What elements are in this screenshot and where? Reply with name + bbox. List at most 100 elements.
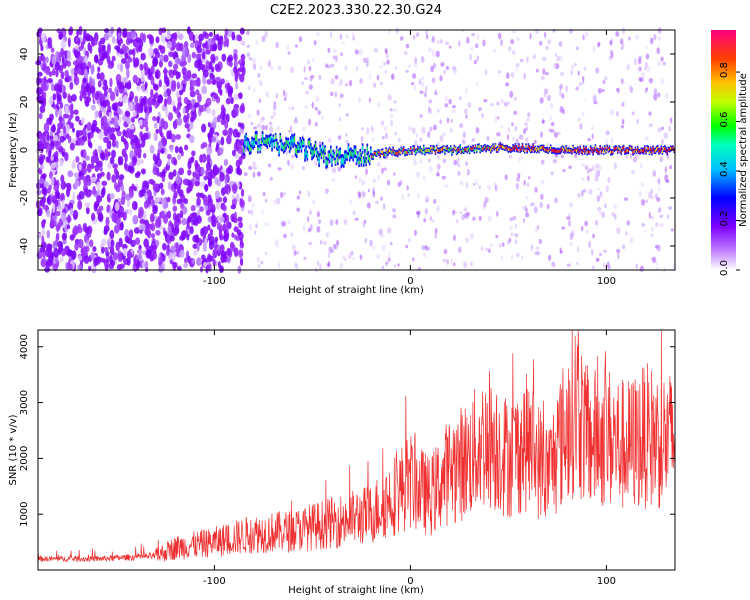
- spectrogram-ridge-core: [372, 155, 374, 159]
- spectrogram-cell: [261, 209, 264, 215]
- spectrogram-cell: [643, 66, 647, 71]
- spectrogram-cell: [369, 239, 373, 247]
- spectrogram-cell: [59, 159, 64, 167]
- spectrogram-cell: [659, 222, 664, 227]
- spectrogram-ridge-core: [394, 152, 397, 155]
- spectrogram-cell: [416, 210, 421, 216]
- spectrogram-cell: [536, 225, 540, 230]
- spectrogram-cell: [102, 186, 106, 196]
- spectrogram-cell: [46, 117, 52, 125]
- spectrogram-cell: [397, 138, 401, 143]
- spectrogram-cell: [214, 236, 219, 243]
- spectrogram-cell: [93, 155, 100, 164]
- spectrogram-cell: [53, 134, 59, 142]
- spectrogram-ridge-core: [477, 145, 479, 148]
- spectrogram-cell: [436, 141, 440, 147]
- spectrogram-cell: [444, 103, 449, 108]
- spectrogram-cell: [248, 223, 252, 231]
- spectrogram-ridge-core: [500, 145, 502, 148]
- spectrogram-cell: [659, 156, 664, 162]
- spectrogram-cell: [461, 139, 466, 145]
- spectrogram-cell: [562, 108, 565, 115]
- spectrogram-cell: [175, 227, 180, 235]
- spectrogram-cell: [38, 77, 42, 83]
- spectrogram-cell: [80, 117, 85, 125]
- spectrogram-cell: [205, 97, 212, 107]
- spectrogram-cell: [287, 219, 291, 225]
- spectrogram-cell: [348, 79, 353, 87]
- spectrogram-cell: [205, 161, 211, 171]
- spectrogram-x-label: Height of straight line (km): [288, 285, 424, 296]
- spectrogram-cell: [237, 93, 242, 99]
- spectrogram-cell: [415, 32, 420, 37]
- spectrogram-cell: [42, 98, 47, 108]
- spectrogram-cell: [318, 74, 322, 80]
- spectrogram-cell: [58, 107, 62, 117]
- spectrogram-cell: [641, 182, 644, 188]
- spectrogram-cell: [44, 247, 51, 258]
- spectrogram-cell: [214, 176, 219, 185]
- spectrogram-cell: [621, 121, 625, 126]
- spectrogram-cell: [379, 233, 385, 238]
- spectrogram-cell: [84, 202, 91, 208]
- spectrogram-ridge-core: [244, 138, 246, 146]
- spectrogram-cell: [77, 55, 84, 63]
- spectrogram-cell: [88, 265, 92, 272]
- spectrogram-cell: [254, 230, 257, 235]
- spectrogram-ridge-core: [520, 147, 522, 151]
- spectrogram-cell: [222, 196, 228, 204]
- spectrogram-ridge-core: [289, 144, 291, 151]
- spectrogram-cell: [96, 181, 101, 191]
- spectrogram-cell: [427, 47, 432, 52]
- spectrogram-ridge-core: [380, 150, 382, 154]
- spectrogram-cell: [596, 257, 600, 262]
- spectrogram-cell: [111, 55, 116, 62]
- spectrogram-ridge-core: [641, 149, 644, 153]
- spectrogram-cell: [512, 50, 516, 55]
- spectrogram-cell: [110, 239, 115, 248]
- spectrogram-ridge-core: [374, 152, 377, 156]
- spectrogram-cell: [167, 112, 174, 121]
- spectrogram-ridge-core: [666, 150, 668, 154]
- spectrogram-cell: [158, 182, 164, 190]
- spectrogram-cell: [575, 46, 580, 51]
- spectrogram-cell: [393, 264, 397, 268]
- spectrogram-cell: [138, 244, 142, 251]
- spectrogram-cell: [542, 56, 547, 62]
- spectrogram-cell: [407, 192, 410, 197]
- spectrogram-cell: [168, 171, 174, 180]
- spectrogram-cell: [155, 36, 160, 44]
- spectrogram-ridge-core: [458, 147, 460, 152]
- spectrogram-cell: [44, 266, 50, 273]
- spectrogram-cell: [78, 139, 85, 146]
- spectrogram-cell: [453, 234, 456, 242]
- spectrogram-cell: [540, 159, 545, 165]
- spectrogram-cell: [345, 112, 349, 117]
- spectrogram-cell: [638, 55, 642, 60]
- spectrogram-cell: [175, 42, 182, 52]
- spectrogram-ridge-core: [317, 153, 319, 159]
- spectrogram-cell: [414, 57, 418, 64]
- spectrogram-cell: [305, 90, 309, 95]
- spectrogram-cell: [220, 136, 225, 146]
- spectrogram-cell: [338, 103, 342, 107]
- spectrogram-cell: [236, 229, 242, 236]
- spectrogram-cell: [559, 106, 564, 113]
- spectrogram-cell: [645, 53, 650, 60]
- spectrogram-ridge-core: [291, 136, 293, 143]
- spectrogram-cell: [43, 204, 49, 210]
- spectrogram-cell: [226, 82, 231, 92]
- spectrogram-ridge-core: [378, 151, 380, 155]
- spectrogram-cell: [344, 82, 348, 87]
- spectrogram-cell: [365, 168, 368, 175]
- spectrogram-cell: [385, 132, 388, 139]
- spectrogram-cell: [71, 93, 77, 102]
- spectrogram-cell: [334, 243, 339, 251]
- spectrogram-ridge-core: [559, 149, 561, 153]
- spectrogram-cell: [142, 180, 148, 189]
- spectrogram-cell: [528, 176, 531, 180]
- spectrogram-cell: [581, 177, 585, 182]
- spectrogram-cell: [229, 60, 233, 68]
- spectrogram-cell: [70, 68, 75, 75]
- spectrogram-cell: [652, 256, 657, 264]
